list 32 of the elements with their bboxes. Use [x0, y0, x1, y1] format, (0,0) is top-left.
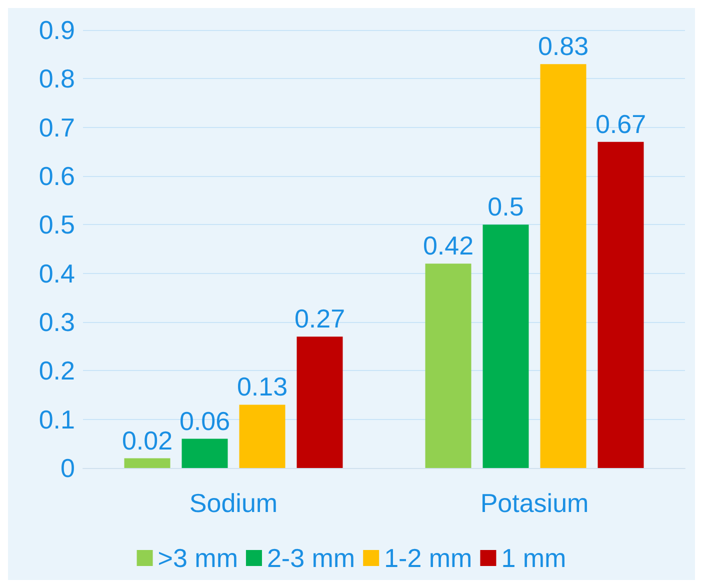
bar — [425, 264, 472, 468]
bar — [239, 404, 286, 468]
bar — [182, 438, 228, 468]
data-label: 0.83 — [538, 31, 589, 62]
legend-label: 2-3 mm — [266, 543, 356, 573]
data-label: 0.67 — [595, 108, 646, 139]
bar — [598, 142, 644, 468]
data-label: 0.27 — [294, 304, 346, 334]
y-tick-label: 0.2 — [38, 356, 75, 386]
data-label: 0.42 — [422, 230, 474, 261]
data-label: 0.06 — [179, 406, 230, 436]
y-tick-label: 0.4 — [38, 258, 75, 288]
x-tick-label: Potasium — [480, 488, 589, 518]
legend-label: 1-2 mm — [384, 543, 472, 573]
y-tick-label: 0.9 — [38, 15, 75, 45]
bar — [540, 64, 586, 468]
y-tick-label: 0.1 — [38, 404, 75, 434]
data-label: 0.13 — [236, 372, 288, 402]
y-tick-label: 0.6 — [38, 161, 75, 191]
data-label: 0.02 — [122, 425, 173, 456]
bar — [482, 224, 529, 468]
y-tick-label: 0.3 — [38, 307, 75, 337]
bar — [296, 336, 343, 468]
legend-label: >3 mm — [158, 543, 238, 573]
bar — [124, 458, 170, 468]
data-label: 0.5 — [488, 192, 524, 222]
legend-label: 1 mm — [501, 543, 566, 573]
y-tick-label: 0 — [60, 453, 75, 483]
x-tick-label: Sodium — [189, 488, 278, 518]
y-tick-label: 0.5 — [38, 210, 75, 240]
y-tick-label: 0.7 — [38, 112, 75, 142]
y-tick-label: 0.8 — [38, 64, 75, 94]
